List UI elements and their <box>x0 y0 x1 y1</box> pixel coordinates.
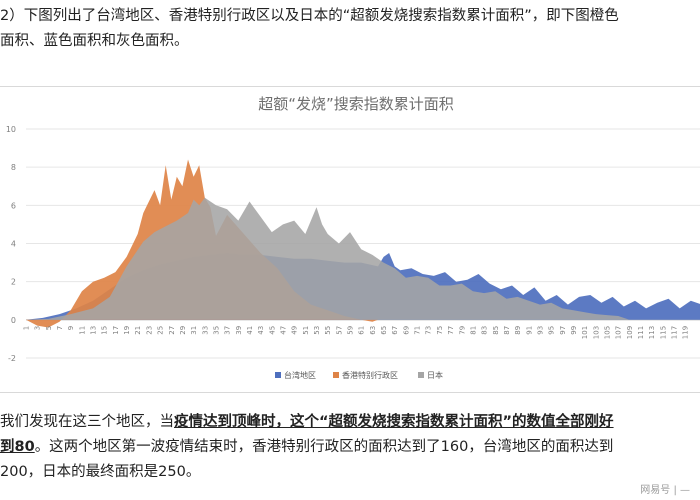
x-tick-label: 119 <box>682 326 690 339</box>
y-tick-label: -2 <box>8 354 16 363</box>
x-tick-label: 95 <box>548 326 556 335</box>
x-tick-label: 9 <box>67 326 75 330</box>
x-tick-label: 77 <box>447 326 455 335</box>
x-tick-label: 63 <box>369 326 377 335</box>
legend-swatch-japan <box>418 372 424 378</box>
x-tick-label: 49 <box>291 326 299 335</box>
x-tick-label: 51 <box>302 326 310 335</box>
x-tick-label: 11 <box>78 326 86 335</box>
conclusion-line-1: 我们发现在这三个地区，当疫情达到顶峰时，这个“超额发烧搜索指数累计面积”的数值全… <box>0 410 700 435</box>
x-tick-label: 13 <box>90 326 98 335</box>
x-axis: 1 3 5 7 9 11 13 15 17 19 21 23 25 27 29 31 33 35 37 39 41 43 4… <box>23 326 690 339</box>
x-tick-label: 17 <box>112 326 120 335</box>
y-tick-label: 10 <box>6 125 16 134</box>
chart-gridlines <box>26 128 700 359</box>
source-watermark: 网易号 | — <box>640 485 690 496</box>
x-tick-label: 111 <box>637 326 645 339</box>
x-tick-label: 19 <box>123 326 131 335</box>
conclusion-highlight: 疫情达到顶峰时，这个“超额发烧搜索指数累计面积”的数值全部刚好 <box>174 414 614 430</box>
x-tick-label: 97 <box>559 326 567 335</box>
x-tick-label: 117 <box>671 326 679 339</box>
x-tick-label: 7 <box>56 326 64 330</box>
x-tick-label: 89 <box>514 326 522 335</box>
x-tick-label: 21 <box>134 326 142 335</box>
x-tick-label: 47 <box>280 326 288 335</box>
x-tick-label: 45 <box>268 326 276 335</box>
intro-line-1: 2）下图列出了台湾地区、香港特别行政区以及日本的“超额发烧搜索指数累计面积”，即… <box>0 8 619 24</box>
x-tick-label: 59 <box>347 326 355 335</box>
conclusion-highlight-value: 到80 <box>0 439 35 455</box>
chart-title: 超额“发烧”搜索指数累计面积 <box>258 95 454 113</box>
conclusion-line-3: 200，日本的最终面积是250。 <box>0 464 201 480</box>
x-tick-label: 27 <box>168 326 176 335</box>
legend-swatch-taiwan <box>275 372 281 378</box>
x-tick-label: 31 <box>190 326 198 335</box>
conclusion-text: 我们发现在这三个地区，当 <box>0 414 174 430</box>
legend-label-taiwan: 台湾地区 <box>284 370 316 380</box>
x-tick-label: 29 <box>179 326 187 335</box>
x-tick-label: 39 <box>235 326 243 335</box>
legend-label-japan: 日本 <box>427 370 443 380</box>
x-tick-label: 69 <box>402 326 410 335</box>
x-tick-label: 103 <box>592 326 600 339</box>
x-tick-label: 5 <box>45 326 53 330</box>
conclusion-text: 。这两个地区第一波疫情结束时，香港特别行政区的面积达到了160，台湾地区的面积达… <box>34 439 614 455</box>
x-tick-label: 109 <box>626 326 634 339</box>
x-tick-label: 93 <box>537 326 545 335</box>
x-tick-label: 57 <box>335 326 343 335</box>
x-tick-label: 101 <box>581 326 589 339</box>
x-tick-label: 65 <box>380 326 388 335</box>
conclusion-paragraph: 我们发现在这三个地区，当疫情达到顶峰时，这个“超额发烧搜索指数累计面积”的数值全… <box>0 410 700 485</box>
x-tick-label: 91 <box>525 326 533 335</box>
x-tick-label: 99 <box>570 326 578 335</box>
x-tick-label: 3 <box>34 326 42 330</box>
x-tick-label: 67 <box>391 326 399 335</box>
legend-label-hongkong: 香港特别行政区 <box>342 370 398 380</box>
x-tick-label: 43 <box>257 326 265 335</box>
y-axis: -2 0 2 4 6 8 10 <box>6 125 16 363</box>
x-tick-label: 37 <box>224 326 232 335</box>
x-tick-label: 55 <box>324 326 332 335</box>
intro-paragraph: 2）下图列出了台湾地区、香港特别行政区以及日本的“超额发烧搜索指数累计面积”，即… <box>0 4 700 54</box>
x-tick-label: 53 <box>313 326 321 335</box>
x-tick-label: 23 <box>145 326 153 335</box>
x-tick-label: 85 <box>492 326 500 335</box>
y-tick-label: 8 <box>11 163 16 172</box>
y-tick-label: 6 <box>11 201 16 210</box>
chart-card: 超额“发烧”搜索指数累计面积 -2 0 2 4 6 8 10 1 3 5 7 9 11 13 15 17 19… <box>0 86 700 393</box>
x-tick-label: 115 <box>659 326 667 339</box>
conclusion-line-2: 到80。这两个地区第一波疫情结束时，香港特别行政区的面积达到了160，台湾地区的… <box>0 435 700 460</box>
x-tick-label: 81 <box>469 326 477 335</box>
x-tick-label: 15 <box>101 326 109 335</box>
x-tick-label: 83 <box>481 326 489 335</box>
x-tick-label: 33 <box>201 326 209 335</box>
y-tick-label: 4 <box>11 240 16 249</box>
x-tick-label: 79 <box>458 326 466 335</box>
x-tick-label: 71 <box>414 326 422 335</box>
x-tick-label: 1 <box>23 326 31 330</box>
x-tick-label: 61 <box>358 326 366 335</box>
chart-legend: 台湾地区 香港特别行政区 日本 <box>275 370 443 380</box>
x-tick-label: 75 <box>436 326 444 335</box>
x-tick-label: 87 <box>503 326 511 335</box>
intro-line-2: 面积、蓝色面积和灰色面积。 <box>0 33 189 49</box>
x-tick-label: 107 <box>615 326 623 339</box>
x-tick-label: 41 <box>246 326 254 335</box>
x-tick-label: 113 <box>648 326 656 339</box>
chart-series-areas <box>26 159 700 328</box>
legend-swatch-hongkong <box>333 372 339 378</box>
series-area-japan <box>26 197 630 320</box>
y-tick-label: 0 <box>11 316 16 325</box>
x-tick-label: 35 <box>213 326 221 335</box>
x-tick-label: 73 <box>425 326 433 335</box>
x-tick-label: 105 <box>604 326 612 339</box>
x-tick-label: 25 <box>157 326 165 335</box>
y-tick-label: 2 <box>11 278 16 287</box>
